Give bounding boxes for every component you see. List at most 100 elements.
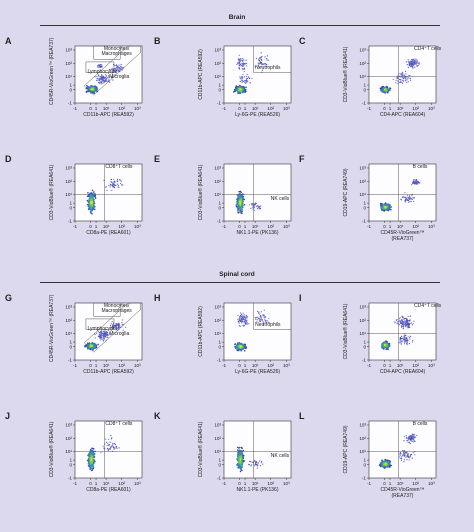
event-dot <box>261 460 263 462</box>
event-dot <box>416 60 418 63</box>
event-dot <box>237 196 239 198</box>
y-axis-label: CD11b-APC (REA592) <box>198 306 204 357</box>
event-dot <box>246 321 248 323</box>
event-dot <box>416 180 418 182</box>
event-dot <box>237 319 239 321</box>
y-tick-label: 10³ <box>359 423 366 428</box>
event-dot <box>244 80 247 82</box>
event-dot <box>112 79 114 81</box>
event-dot <box>403 317 405 320</box>
event-dot <box>116 446 118 448</box>
event-dot <box>111 181 113 183</box>
event-dot <box>108 68 110 71</box>
event-dot <box>265 321 267 323</box>
event-dot <box>260 61 262 63</box>
event-dot <box>238 316 240 318</box>
y-tick-label: 0 <box>218 462 221 467</box>
event-dot <box>387 346 389 348</box>
event-dot <box>397 83 399 85</box>
event-dot <box>264 318 266 320</box>
event-dot <box>405 324 407 326</box>
x-tick-label: 0 <box>238 106 241 111</box>
event-dot <box>91 201 93 203</box>
event-dot <box>106 336 108 338</box>
gate-label: NK cells <box>270 195 290 202</box>
x-tick-label: 0 <box>89 363 92 368</box>
y-tick-label: 0 <box>218 205 221 210</box>
plot-frame <box>223 420 292 479</box>
event-dot <box>246 75 248 77</box>
y-tick-label: 10³ <box>359 48 366 53</box>
event-dot <box>100 452 102 454</box>
event-dot <box>244 63 246 65</box>
event-dot <box>118 186 120 188</box>
event-dot <box>92 208 95 210</box>
event-dot <box>256 208 259 210</box>
event-dot <box>91 455 94 457</box>
event-dot <box>265 320 267 322</box>
event-dot <box>235 346 237 348</box>
event-dot <box>388 207 391 210</box>
x-tick-label: 10¹ <box>252 363 259 368</box>
event-dot <box>245 77 247 80</box>
event-dot <box>90 456 92 458</box>
event-dot <box>379 202 382 205</box>
event-dot <box>103 337 105 339</box>
event-dot <box>112 185 114 187</box>
event-dot <box>409 79 412 81</box>
y-tick-label: 10² <box>359 318 366 323</box>
event-dot <box>90 211 92 214</box>
event-dot <box>98 79 100 81</box>
y-tick-label: 1 <box>363 201 366 206</box>
event-dot <box>383 207 385 209</box>
event-dot <box>400 322 402 324</box>
y-tick-label: 1 <box>69 340 72 345</box>
event-dot <box>121 184 123 186</box>
event-dot <box>409 77 411 79</box>
event-dot <box>242 321 244 323</box>
x-tick-label: 1 <box>244 224 247 229</box>
y-tick-label: 1 <box>218 201 221 206</box>
event-dot <box>241 196 244 199</box>
event-dot <box>406 78 408 80</box>
event-dot <box>257 462 259 464</box>
event-dot <box>402 195 404 197</box>
event-dot <box>243 314 245 316</box>
event-dot <box>97 343 99 346</box>
event-dot <box>116 183 119 185</box>
plot-frame <box>368 302 437 361</box>
event-dot <box>262 323 264 325</box>
event-dot <box>102 75 104 77</box>
y-tick-label: -1 <box>68 476 73 481</box>
event-dot <box>249 77 251 79</box>
y-tick-label: 0 <box>363 87 366 92</box>
event-dot <box>413 320 415 322</box>
event-dot <box>405 70 407 72</box>
event-dot <box>242 58 244 60</box>
event-dot <box>240 58 242 60</box>
gate-label: B cells <box>412 163 428 170</box>
event-dot <box>234 88 237 91</box>
y-tick-label: 10³ <box>214 166 221 171</box>
event-dot <box>93 456 95 458</box>
event-dot <box>394 321 396 323</box>
event-dot <box>405 321 407 323</box>
x-tick-label: 10³ <box>283 481 290 486</box>
event-dot <box>386 86 389 88</box>
plot-frame <box>74 45 143 104</box>
event-dot <box>239 460 241 463</box>
event-dot <box>237 201 239 204</box>
event-dot <box>98 336 101 338</box>
event-dot <box>88 342 91 344</box>
event-dot <box>412 59 414 61</box>
event-dot <box>243 315 245 317</box>
y-tick-label: 10³ <box>214 48 221 53</box>
x-tick-label: 10³ <box>428 106 435 111</box>
event-dot <box>104 336 106 338</box>
event-dot <box>268 317 270 319</box>
event-dot <box>387 348 389 351</box>
event-dot <box>401 341 403 343</box>
event-dot <box>399 340 401 342</box>
gate-label: Monocytes/Macrophages <box>101 302 132 315</box>
